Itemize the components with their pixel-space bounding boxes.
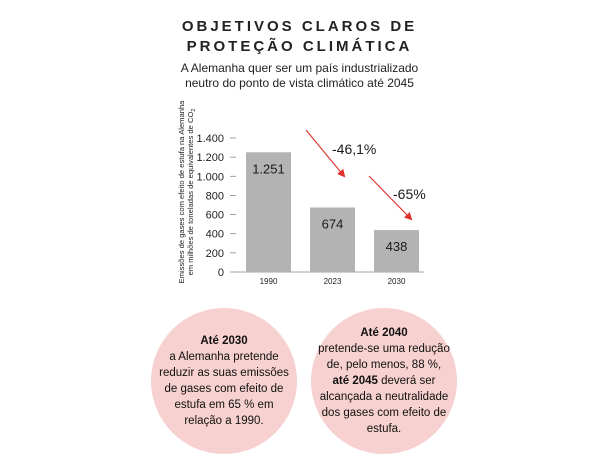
x-tick-label-1990: 1990 [260, 277, 278, 286]
target-2030-circle: Até 2030 a Alemanha pretende reduzir as … [151, 308, 297, 454]
y-tick-label: 1.000 [196, 171, 224, 183]
subtitle-line-2: neutro do ponto de vista climático até 2… [185, 76, 414, 90]
y-axis-label-line-2: em milhões de toneladas de equivalentes … [186, 109, 197, 276]
bar-2023 [310, 207, 355, 272]
bar-2030 [374, 230, 419, 272]
subtitle-line-1: A Alemanha quer ser um país industrializ… [180, 61, 419, 75]
target-2030-body: a Alemanha pretende reduzir as suas emis… [159, 351, 289, 427]
y-tick-label: 800 [206, 190, 224, 202]
y-axis-label-line-2-text: em milhões de toneladas de equivalentes … [186, 112, 195, 276]
x-tick-label-2023: 2023 [324, 277, 342, 286]
target-2040-circle: Até 2040 pretende-se uma redução de, pel… [311, 308, 457, 454]
target-2030-text: Até 2030 a Alemanha pretende reduzir as … [158, 333, 290, 429]
y-tick-label: 0 [218, 267, 224, 279]
annotation-65-percent: -65% [393, 186, 426, 202]
title-line-2: PROTEÇÃO CLIMÁTICA [186, 38, 413, 55]
value-label-1990: 1.251 [252, 161, 285, 176]
x-tick-label-2030: 2030 [388, 277, 406, 286]
target-2040-lead: Até 2040 [360, 327, 408, 339]
y-tick-label: 400 [206, 229, 224, 241]
target-2040-text: Até 2040 pretende-se uma redução de, pel… [318, 325, 450, 437]
target-2040-body-b: deverá ser alcançada a neutralidade dos … [319, 375, 449, 435]
y-axis-label-line-1: Emissões de gases com efeito de estufa n… [177, 100, 186, 284]
y-axis-label-subscript: 2 [191, 109, 197, 112]
y-tick-label: 1.200 [196, 152, 224, 164]
y-tick-label: 600 [206, 210, 224, 222]
bar-1990 [246, 152, 291, 272]
reduction-arrow-1 [305, 129, 346, 178]
target-2045-lead: até 2045 [332, 375, 378, 387]
target-2040-body-a: pretende-se uma redução de, pelo menos, … [318, 343, 450, 371]
value-label-2023: 674 [322, 216, 344, 231]
reduction-arrow-2 [368, 175, 413, 221]
annotation-46-percent: -46,1% [332, 141, 376, 157]
value-label-2030: 438 [386, 239, 408, 254]
target-2030-lead: Até 2030 [200, 335, 248, 347]
title-line-1: OBJETIVOS CLAROS DE [181, 18, 418, 35]
y-tick-label: 1.400 [196, 133, 224, 145]
y-tick-label: 200 [206, 248, 224, 260]
emissions-bar-chart: 0 200 400 600 800 1.000 1.200 1.400 1.251 1990 67… [177, 100, 426, 286]
